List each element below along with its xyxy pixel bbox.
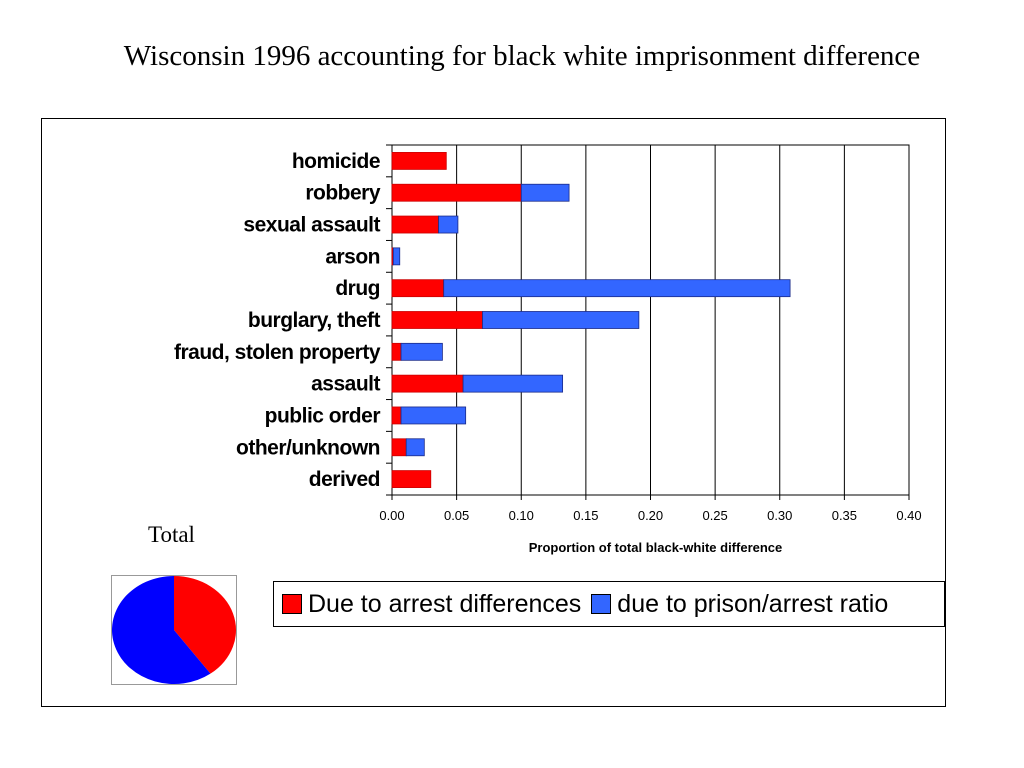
bar-1-9 [405, 438, 425, 457]
category-label-2: sexual assault [243, 214, 380, 237]
bar-0-5 [391, 311, 483, 329]
x-tick-label-3: 0.15 [573, 508, 598, 523]
legend-label-prison: due to prison/arrest ratio [617, 589, 889, 618]
chart-frame: 0.00 0.05 0.10 0.15 0.20 0.25 0.30 0.35 0.40 homi… [41, 118, 946, 707]
x-tick-label-4: 0.20 [638, 508, 663, 523]
x-axis-title: Proportion of total black-white differen… [529, 540, 783, 555]
category-label-5: burglary, theft [248, 309, 381, 332]
bar-1-7 [462, 374, 564, 393]
category-label-9: other/unknown [236, 436, 380, 459]
legend-item-prison: due to prison/arrest ratio [591, 590, 888, 619]
bar-1-4 [443, 279, 791, 298]
x-tick-label-0: 0.00 [379, 508, 404, 523]
bar-0-9 [391, 438, 407, 457]
bar-0-4 [391, 279, 445, 298]
slide-title: Wisconsin 1996 accounting for black whit… [123, 40, 921, 72]
bar-0-1 [391, 183, 522, 202]
bar-1-1 [520, 183, 570, 202]
legend-item-arrest: Due to arrest differences [282, 590, 581, 619]
bar-chart: 0.00 0.05 0.10 0.15 0.20 0.25 0.30 0.35 0.40 homi… [174, 144, 922, 555]
category-label-0: homicide [292, 150, 380, 173]
category-label-6: fraud, stolen property [174, 341, 381, 364]
category-label-4: drug [335, 277, 380, 300]
bar-0-0 [391, 152, 447, 170]
category-label-10: derived [309, 468, 380, 491]
x-tick-label-8: 0.40 [896, 508, 921, 523]
x-tick-label-1: 0.05 [444, 508, 469, 523]
bar-0-8 [391, 406, 402, 425]
pie-slice-0 [174, 576, 236, 674]
category-label-3: arson [325, 245, 380, 268]
bar-1-8 [400, 406, 467, 425]
bar-1-5 [482, 311, 640, 329]
bar-0-6 [391, 342, 402, 361]
x-tick-label-7: 0.35 [832, 508, 857, 523]
legend-swatch-arrest [282, 594, 302, 614]
bar-1-6 [400, 342, 443, 361]
x-tick-label-6: 0.30 [767, 508, 792, 523]
pie-slice-1 [111, 576, 211, 684]
category-label-1: robbery [305, 182, 381, 205]
legend-swatch-prison [591, 594, 612, 614]
bar-0-10 [391, 470, 432, 488]
pie-chart [111, 576, 236, 684]
bar-1-2 [438, 215, 459, 234]
bar-1-3 [392, 247, 401, 266]
x-tick-label-2: 0.10 [509, 508, 534, 523]
x-tick-label-5: 0.25 [702, 508, 727, 523]
category-label-8: public order [265, 404, 381, 427]
pie-chart-box [111, 575, 237, 685]
legend-label-arrest: Due to arrest differences [308, 589, 582, 618]
bar-0-7 [391, 374, 464, 393]
pie-title: Total [148, 522, 195, 547]
bar-0-2 [391, 215, 439, 234]
chart-legend: Due to arrest differences due to prison/… [273, 581, 945, 627]
category-label-7: assault [311, 373, 380, 396]
